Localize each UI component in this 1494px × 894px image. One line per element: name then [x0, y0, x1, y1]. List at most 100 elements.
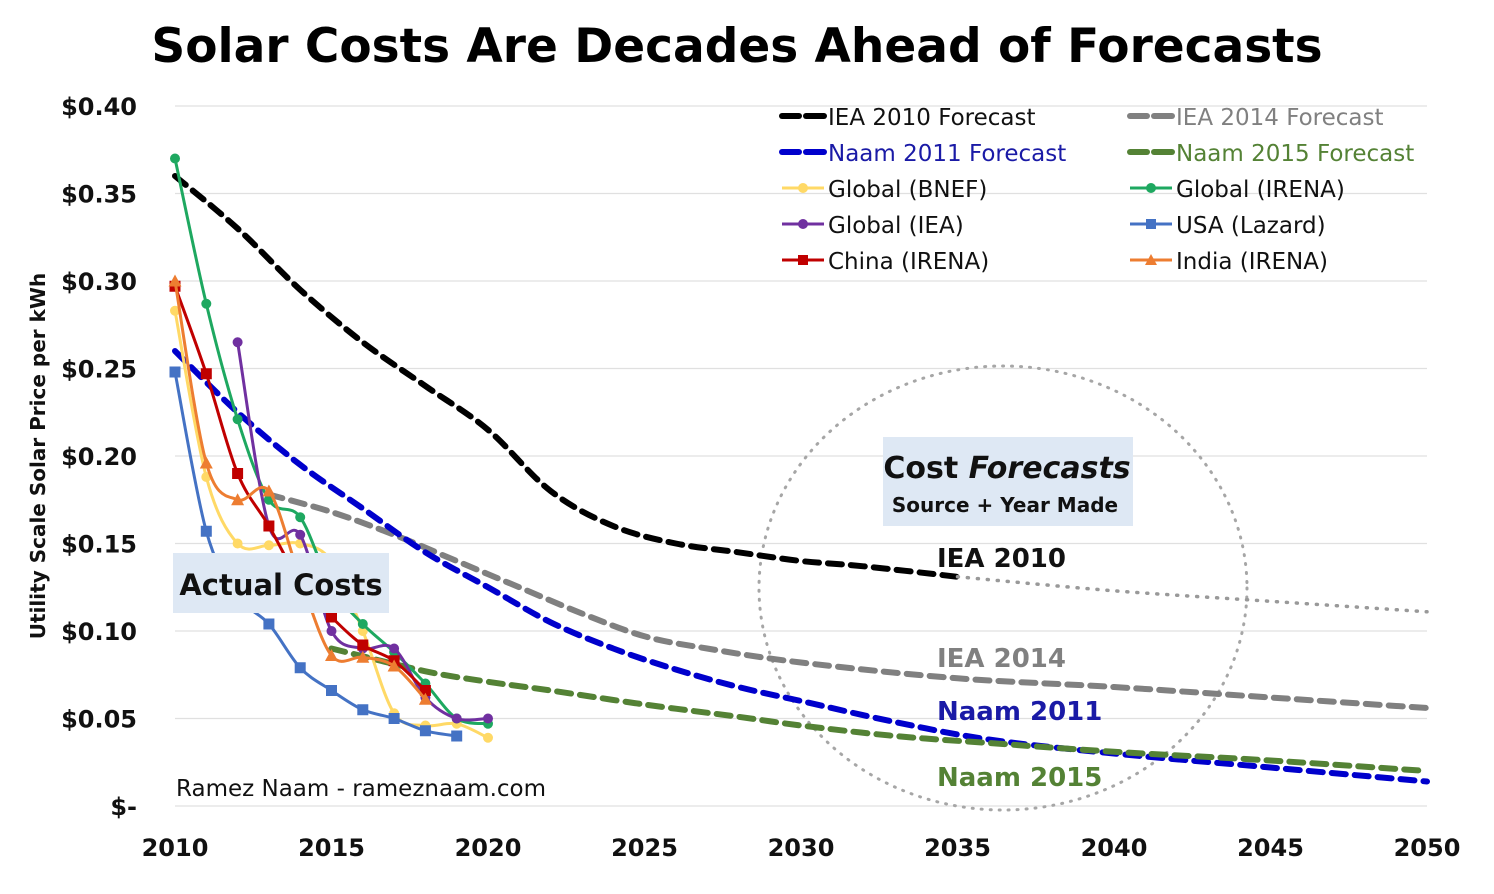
legend: IEA 2010 Forecast IEA 2014 Forecast Naam 2… — [779, 105, 1414, 275]
legend-marker — [798, 183, 808, 193]
legend-marker — [1145, 254, 1157, 265]
data-point — [232, 468, 244, 479]
series-iea-2010-forecast — [172, 173, 1429, 614]
series-line-india-irena — [173, 280, 427, 701]
data-point — [483, 713, 493, 724]
x-tick-label: 2025 — [611, 834, 678, 862]
data-point — [232, 414, 243, 425]
data-point — [200, 368, 212, 380]
data-point — [357, 639, 369, 651]
series-global-irena — [170, 153, 493, 729]
legend-label: China (IRENA) — [828, 249, 989, 275]
data-point — [418, 692, 432, 705]
legend-label: IEA 2010 Forecast — [828, 105, 1036, 131]
series-line-global-irena — [173, 158, 489, 726]
legend-item-naam-2015-forecast: Naam 2015 Forecast — [1127, 141, 1414, 167]
data-point — [357, 619, 368, 629]
data-point — [295, 512, 306, 523]
y-ticks: $- $0.05 $0.10 $0.15 $0.20 $0.25 $0.30 $0.35 $0.… — [61, 93, 137, 821]
x-tick-label: 2030 — [768, 834, 835, 862]
legend-item-global-iea: Global (IEA) — [782, 213, 964, 239]
actual-costs-label: Actual Costs — [179, 568, 382, 602]
legend-label: Global (BNEF) — [828, 177, 987, 203]
chart-title: Solar Costs Are Decades Ahead of Forecas… — [151, 19, 1322, 74]
x-tick-label: 2040 — [1081, 834, 1148, 862]
label-iea-2010: IEA 2010 — [937, 544, 1066, 574]
data-point — [168, 274, 182, 287]
data-point — [169, 366, 181, 378]
cost-forecasts-subtitle: Source + Year Made — [892, 493, 1118, 517]
data-point — [294, 662, 306, 674]
y-tick-label: $0.30 — [61, 268, 137, 296]
x-tick-label: 2010 — [142, 834, 209, 862]
legend-label: Global (IEA) — [828, 213, 964, 239]
y-tick-label: $0.35 — [61, 181, 137, 209]
data-point — [451, 730, 463, 742]
legend-item-usa-lazard: USA (Lazard) — [1130, 213, 1326, 239]
data-point — [263, 618, 275, 630]
x-tick-label: 2045 — [1237, 834, 1304, 862]
legend-label: India (IRENA) — [1176, 249, 1328, 275]
y-tick-label: $0.25 — [61, 356, 137, 384]
cost-forecasts-title-regular: Cost — [883, 451, 958, 486]
data-point — [232, 538, 243, 549]
legend-marker — [1146, 183, 1156, 193]
legend-item-naam-2011-forecast: Naam 2011 Forecast — [779, 141, 1066, 167]
data-point — [356, 650, 370, 663]
data-point — [387, 659, 401, 672]
legend-item-global-irena: Global (IRENA) — [1130, 177, 1345, 203]
data-point — [200, 525, 212, 537]
legend-marker — [1146, 219, 1156, 229]
data-point — [419, 725, 431, 737]
label-naam-2015: Naam 2015 — [937, 763, 1102, 793]
x-tick-label: 2035 — [924, 834, 991, 862]
x-ticks: 2010 2015 2020 2025 2030 2035 2040 2045 2050 — [142, 834, 1461, 862]
legend-marker — [798, 219, 808, 229]
y-axis-label: Utility Scale Solar Price per kWh — [26, 273, 50, 639]
series-naam-2015-forecast — [328, 645, 1430, 774]
legend-item-india-irena: India (IRENA) — [1130, 249, 1328, 275]
cost-forecasts-box: Cost Forecasts Source + Year Made — [883, 437, 1133, 526]
x-tick-label: 2020 — [455, 834, 522, 862]
series-group — [168, 153, 1430, 785]
legend-label: Global (IRENA) — [1176, 177, 1345, 203]
forecast-circle — [757, 364, 1249, 812]
cost-forecasts-title-italic: Forecasts — [969, 451, 1131, 486]
data-point — [483, 732, 493, 743]
data-point — [326, 626, 337, 636]
label-naam-2011: Naam 2011 — [937, 697, 1102, 727]
data-point — [231, 493, 245, 506]
data-point — [199, 456, 213, 469]
series-extension-iea-2010-forecast — [955, 575, 1429, 614]
data-point — [357, 704, 369, 716]
x-tick-label: 2050 — [1394, 834, 1461, 862]
cost-forecasts-box-bg — [883, 437, 1133, 526]
data-point — [389, 643, 400, 654]
data-point — [326, 611, 337, 623]
data-point — [388, 713, 400, 724]
legend-label: IEA 2014 Forecast — [1176, 105, 1384, 131]
data-point — [170, 305, 180, 316]
x-tick-label: 2015 — [298, 834, 365, 862]
y-tick-label: $0.15 — [61, 531, 137, 559]
data-point — [295, 529, 306, 540]
data-point — [419, 685, 431, 696]
data-point — [325, 649, 338, 661]
actual-costs-box-bg — [173, 553, 389, 613]
cost-forecasts-title: Cost Forecasts — [883, 451, 1130, 486]
legend-marker — [798, 255, 808, 265]
y-tick-label: $0.10 — [61, 618, 137, 646]
data-point — [170, 153, 180, 164]
data-point — [326, 685, 337, 696]
legend-item-global-bnef: Global (BNEF) — [782, 177, 987, 203]
legend-item-iea-2014-forecast: IEA 2014 Forecast — [1127, 105, 1384, 131]
series-line-global-iea — [236, 341, 489, 722]
data-point — [263, 540, 274, 551]
credit-text: Ramez Naam - rameznaam.com — [176, 776, 546, 802]
data-point — [451, 713, 462, 724]
legend-label: Naam 2011 Forecast — [828, 141, 1066, 167]
legend-label: Naam 2015 Forecast — [1176, 141, 1414, 167]
series-line-naam-2015-forecast — [328, 645, 1430, 774]
legend-item-china-irena: China (IRENA) — [782, 249, 989, 275]
